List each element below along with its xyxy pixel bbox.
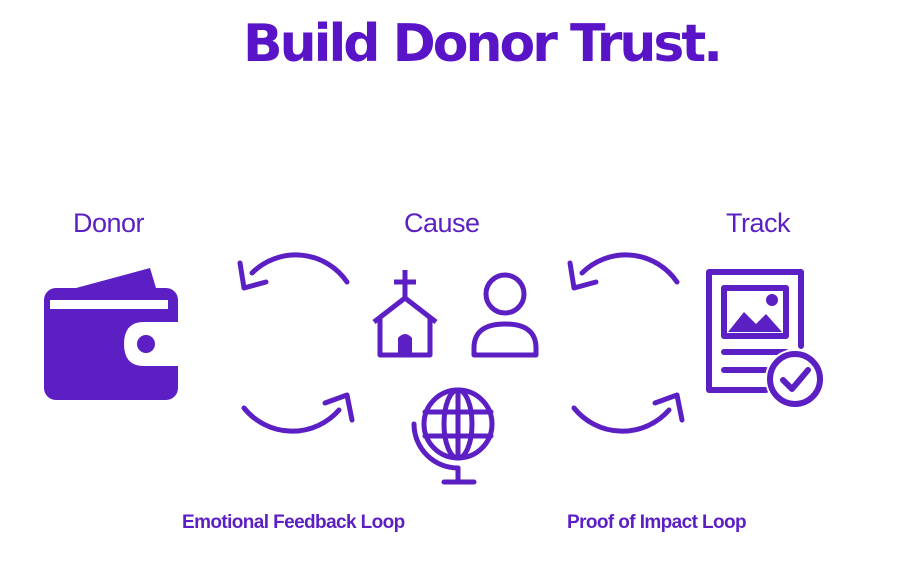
circular-arrow-icon	[567, 252, 685, 434]
document-check-icon	[706, 269, 825, 409]
donor-label: Donor	[73, 208, 145, 238]
circular-arrow-icon	[237, 252, 355, 434]
globe-icon	[411, 387, 495, 485]
diagram-title: Build Donor Trust.	[243, 14, 723, 74]
track-label: Track	[726, 208, 791, 238]
person-icon	[471, 272, 539, 358]
wallet-icon	[44, 268, 178, 400]
proof-of-impact-loop-label: Proof of Impact Loop	[567, 512, 747, 533]
church-icon	[372, 270, 438, 358]
cause-label: Cause	[404, 208, 480, 238]
emotional-feedback-loop-label: Emotional Feedback Loop	[182, 512, 405, 533]
